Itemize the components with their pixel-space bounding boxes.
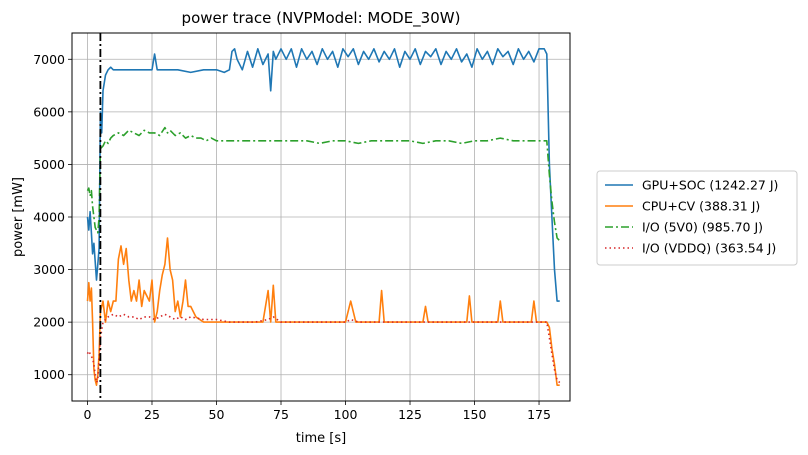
legend-label: CPU+CV (388.31 J) [642, 199, 760, 214]
x-tick-label: 50 [209, 407, 225, 422]
y-tick-label: 5000 [33, 157, 65, 172]
chart-title: power trace (NVPModel: MODE_30W) [182, 9, 461, 28]
y-tick-label: 2000 [33, 315, 65, 330]
series-lines [86, 47, 561, 387]
x-axis-label: time [s] [296, 431, 346, 446]
series-line [86, 47, 560, 302]
y-axis-label: power [mW] [11, 177, 26, 257]
x-tick-label: 75 [273, 407, 289, 422]
legend-box [596, 170, 798, 266]
y-tick-label: 6000 [33, 104, 65, 119]
y-tick-label: 3000 [33, 262, 65, 277]
series-line [86, 126, 561, 242]
legend-label: I/O (5V0) (985.70 J) [642, 220, 763, 235]
x-tick-label: 150 [463, 407, 487, 422]
axis-ticks: 0 25 50 75 100 125 150 175 1000 2000 3000 4000 5000 6… [33, 52, 551, 422]
x-tick-label: 125 [398, 407, 422, 422]
x-tick-label: 0 [84, 407, 92, 422]
x-tick-label: 25 [144, 407, 160, 422]
series-line [86, 313, 561, 384]
series-line [86, 237, 560, 387]
legend-label: I/O (VDDQ) (363.54 J) [642, 241, 776, 256]
y-tick-label: 4000 [33, 210, 65, 225]
x-tick-label: 100 [334, 407, 358, 422]
legend-label: GPU+SOC (1242.27 J) [642, 178, 778, 193]
legend: GPU+SOC (1242.27 J) CPU+CV (388.31 J) I/O … [596, 170, 798, 266]
x-tick-label: 175 [527, 407, 551, 422]
y-tick-label: 7000 [33, 52, 65, 67]
y-tick-label: 1000 [33, 367, 65, 382]
